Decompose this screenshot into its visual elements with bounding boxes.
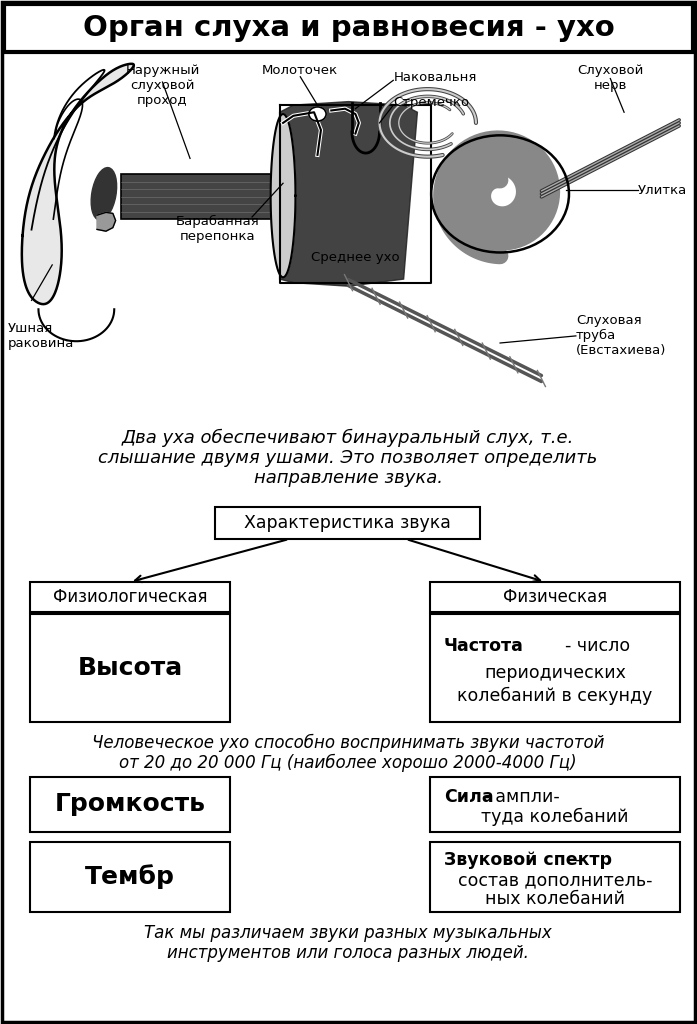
Polygon shape xyxy=(97,212,116,231)
Text: - ампли-: - ампли- xyxy=(478,787,560,806)
Text: - число: - число xyxy=(565,637,630,655)
Text: Слуховая
труба
(Евстахиева): Слуховая труба (Евстахиева) xyxy=(576,314,666,357)
Bar xyxy=(430,582,680,612)
Text: Характеристика звука: Характеристика звука xyxy=(244,514,451,532)
Text: Ушная
раковина: Ушная раковина xyxy=(8,322,74,350)
Bar xyxy=(4,4,693,52)
Text: Молоточек: Молоточек xyxy=(262,65,338,78)
FancyBboxPatch shape xyxy=(121,174,279,219)
Text: Среднее ухо: Среднее ухо xyxy=(311,251,399,264)
Text: Наружный
слуховой
проход: Наружный слуховой проход xyxy=(125,65,199,108)
Text: Два уха обеспечивают бинауральный слух, т.е.: Два уха обеспечивают бинауральный слух, … xyxy=(122,429,574,447)
Polygon shape xyxy=(22,63,134,304)
Text: от 20 до 20 000 Гц (наиболее хорошо 2000-4000 Гц): от 20 до 20 000 Гц (наиболее хорошо 2000… xyxy=(119,754,577,772)
Text: Слуховой
нерв: Слуховой нерв xyxy=(577,65,643,92)
Bar xyxy=(30,614,230,722)
Ellipse shape xyxy=(91,168,116,220)
Bar xyxy=(430,614,680,722)
Text: Орган слуха и равновесия - ухо: Орган слуха и равновесия - ухо xyxy=(83,14,614,42)
Bar xyxy=(30,777,230,831)
Text: Человеческое ухо способно воспринимать звуки частотой: Человеческое ухо способно воспринимать з… xyxy=(92,734,604,753)
Text: Так мы различаем звуки разных музыкальных: Так мы различаем звуки разных музыкальны… xyxy=(144,924,552,942)
Bar xyxy=(430,777,680,831)
Text: периодических: периодических xyxy=(484,664,626,682)
Polygon shape xyxy=(270,114,296,278)
Text: Физическая: Физическая xyxy=(503,588,607,606)
Text: направление звука.: направление звука. xyxy=(254,469,443,487)
Text: Высота: Высота xyxy=(77,656,183,680)
Text: -: - xyxy=(574,851,581,869)
Text: Тембр: Тембр xyxy=(85,864,175,890)
Polygon shape xyxy=(279,101,418,286)
Text: Звуковой спектр: Звуковой спектр xyxy=(444,851,612,869)
Text: Улитка: Улитка xyxy=(638,184,687,197)
Text: Сила: Сила xyxy=(444,787,493,806)
Text: инструментов или голоса разных людей.: инструментов или голоса разных людей. xyxy=(167,944,529,962)
Bar xyxy=(430,842,680,912)
Text: состав дополнитель-: состав дополнитель- xyxy=(458,871,652,889)
Ellipse shape xyxy=(309,106,326,121)
Text: колебаний в секунду: колебаний в секунду xyxy=(457,687,652,706)
Text: Частота: Частота xyxy=(444,637,524,655)
Text: Физиологическая: Физиологическая xyxy=(53,588,207,606)
Bar xyxy=(215,507,480,539)
Text: Стремечко: Стремечко xyxy=(393,96,469,110)
Text: Наковальня: Наковальня xyxy=(393,72,477,84)
Bar xyxy=(30,842,230,912)
Text: слышание двумя ушами. Это позволяет определить: слышание двумя ушами. Это позволяет опре… xyxy=(98,449,598,467)
Text: туда колебаний: туда колебаний xyxy=(481,807,629,825)
Text: Барабанная
перепонка: Барабанная перепонка xyxy=(176,215,259,244)
Text: Громкость: Громкость xyxy=(54,793,206,816)
Bar xyxy=(30,582,230,612)
Text: ных колебаний: ных колебаний xyxy=(485,890,625,908)
